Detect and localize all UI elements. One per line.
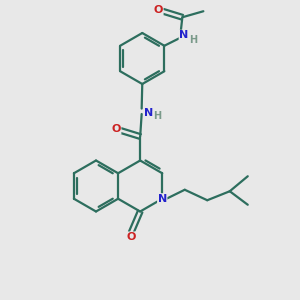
Text: N: N — [144, 107, 153, 118]
Text: N: N — [158, 194, 167, 204]
Text: O: O — [127, 232, 136, 242]
Text: N: N — [179, 30, 188, 40]
Text: O: O — [112, 124, 121, 134]
Text: O: O — [154, 5, 163, 15]
Text: H: H — [189, 35, 197, 45]
Text: H: H — [153, 111, 161, 122]
